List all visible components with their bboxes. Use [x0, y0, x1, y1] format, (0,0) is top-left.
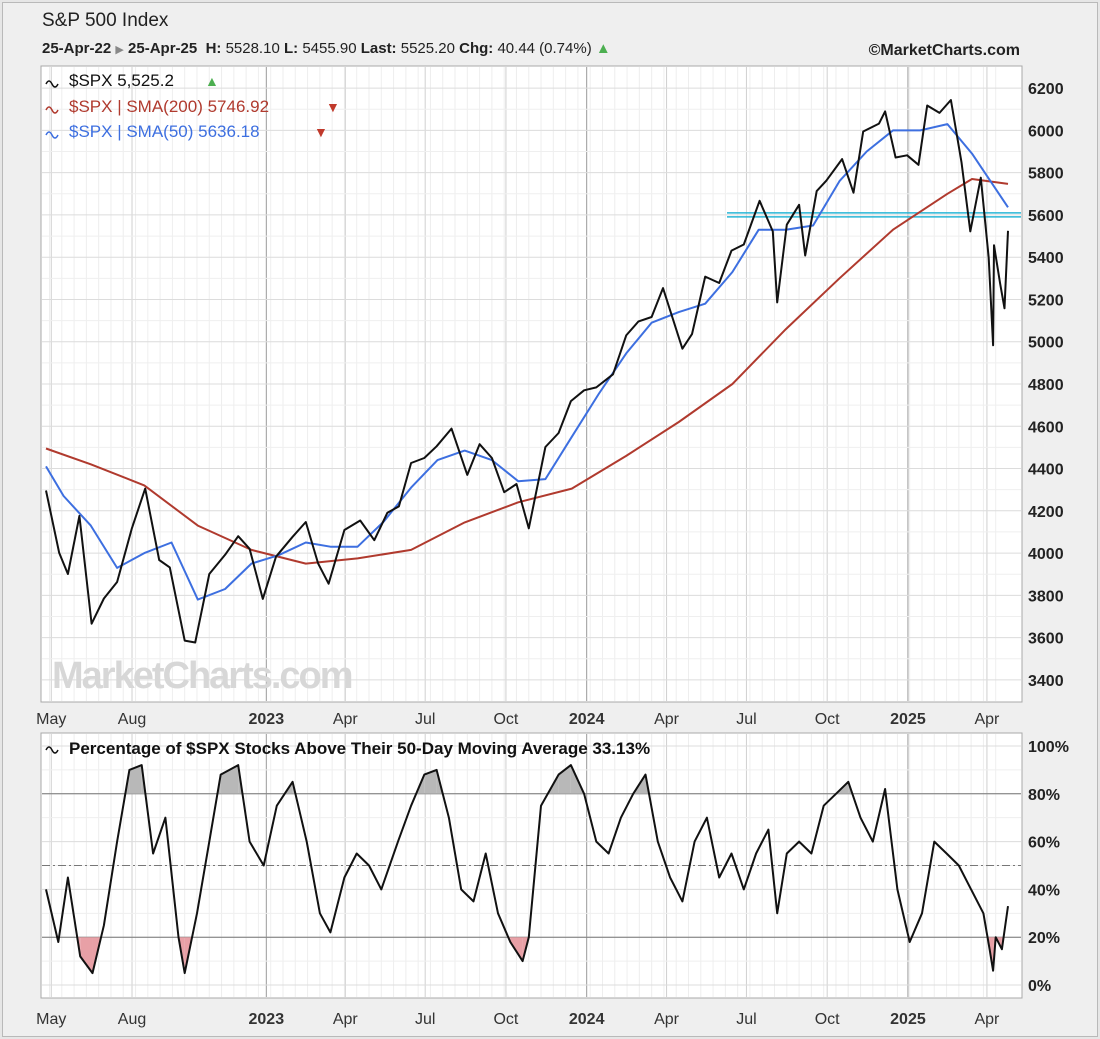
line-chart-icon	[45, 80, 59, 88]
x-tick-label: Oct	[815, 1011, 840, 1028]
x-tick-label: May	[36, 711, 66, 728]
chg-label: Chg:	[459, 40, 494, 57]
y-tick-label: 4600	[1028, 419, 1064, 436]
down-arrow-icon: ▼	[314, 124, 328, 140]
y-tick-label: 3400	[1028, 673, 1064, 690]
x-tick-label: 2023	[249, 1011, 285, 1028]
y-tick-label: 4000	[1028, 546, 1064, 563]
date-range-arrow-icon: ▶	[115, 44, 124, 56]
x-tick-label: Apr	[333, 1011, 359, 1028]
copyright: ©MarketCharts.com	[868, 42, 1020, 59]
overbought-fill	[424, 769, 437, 794]
sma200-line	[45, 178, 1009, 565]
legend-price-text: $SPX 5,525.2	[69, 71, 174, 90]
y-tick-label: 5200	[1028, 292, 1064, 309]
breadth-grid	[42, 734, 1021, 997]
x-tick-label: Jul	[415, 711, 435, 728]
x-tick-label: May	[36, 1011, 66, 1028]
price-series	[45, 99, 1009, 644]
x-tick-label: Oct	[815, 711, 840, 728]
start-date: 25-Apr-22	[42, 40, 112, 57]
legend-sma50: $SPX | SMA(50) 5636.18 ▼	[45, 122, 328, 141]
breadth-y-ticks: 0% 20% 40% 60% 80% 100%	[1028, 739, 1069, 995]
y-tick-label: 80%	[1028, 787, 1060, 804]
y-tick-label: 5800	[1028, 166, 1064, 183]
legend-breadth-text: Percentage of $SPX Stocks Above Their 50…	[69, 739, 650, 758]
y-tick-label: 5000	[1028, 335, 1064, 352]
x-tick-label: Oct	[493, 711, 518, 728]
x-tick-label: Aug	[118, 711, 146, 728]
y-tick-label: 3800	[1028, 588, 1064, 605]
legend-sma50-text: $SPX | SMA(50) 5636.18	[69, 122, 260, 141]
y-tick-label: 3600	[1028, 631, 1064, 648]
watermark: MarketCharts.com	[52, 655, 352, 697]
chg-value: 40.44 (0.74%)	[497, 40, 592, 57]
quote-info-line: 25-Apr-22 ▶ 25-Apr-25 H: 5528.10 L: 5455…	[42, 40, 611, 57]
x-tick-label: Aug	[118, 1011, 146, 1028]
x-tick-label: Apr	[974, 711, 1000, 728]
overbought-fill	[129, 765, 142, 794]
y-tick-label: 4200	[1028, 504, 1064, 521]
x-tick-label: Apr	[333, 711, 359, 728]
last-label: Last:	[360, 40, 397, 57]
price-y-ticks: 3400 3600 3800 4000 4200 4400 4600 4800 5000 5200…	[1028, 81, 1064, 690]
line-chart-icon	[45, 106, 59, 114]
chart-title: S&P 500 Index	[42, 10, 169, 31]
x-tick-label: Oct	[493, 1011, 518, 1028]
x-tick-label: Jul	[736, 1011, 756, 1028]
x-tick-label: 2025	[890, 711, 926, 728]
y-tick-label: 40%	[1028, 882, 1060, 899]
legend-price: $SPX 5,525.2 ▲	[45, 71, 219, 90]
legend-sma200: $SPX | SMA(200) 5746.92 ▼	[45, 97, 340, 116]
y-tick-label: 6000	[1028, 123, 1064, 140]
high-label: H:	[205, 40, 222, 57]
support-line	[727, 212, 1021, 218]
y-tick-label: 4800	[1028, 377, 1064, 394]
last-value: 5525.20	[400, 40, 455, 57]
x-tick-label: 2024	[569, 1011, 605, 1028]
line-chart-icon	[45, 131, 59, 139]
price-grid	[42, 67, 1021, 701]
x-tick-label: Apr	[974, 1011, 1000, 1028]
legend-breadth: Percentage of $SPX Stocks Above Their 50…	[45, 739, 650, 758]
line-chart-icon	[45, 746, 59, 754]
price-line	[45, 99, 1009, 644]
up-arrow-icon: ▲	[595, 40, 611, 57]
y-tick-label: 0%	[1028, 978, 1051, 995]
down-arrow-icon: ▼	[326, 99, 340, 115]
oversold-fill	[80, 937, 93, 974]
low-value: 5455.90	[302, 40, 357, 57]
end-date: 25-Apr-25	[128, 40, 198, 57]
x-tick-label: Apr	[654, 1011, 680, 1028]
high-value: 5528.10	[225, 40, 280, 57]
legend-sma200-text: $SPX | SMA(200) 5746.92	[69, 97, 269, 116]
y-tick-label: 20%	[1028, 930, 1060, 947]
x-tick-label: 2024	[569, 711, 605, 728]
breadth-x-ticks: May Aug 2023 Apr Jul Oct 2024 Apr Jul Oct 2025 Apr	[36, 1011, 1000, 1028]
y-tick-label: 4400	[1028, 462, 1064, 479]
x-tick-label: Apr	[654, 711, 680, 728]
breadth-line	[45, 764, 1009, 975]
y-tick-label: 60%	[1028, 835, 1060, 852]
x-tick-label: Jul	[415, 1011, 435, 1028]
up-arrow-icon: ▲	[205, 73, 219, 89]
y-tick-label: 6200	[1028, 81, 1064, 98]
y-tick-label: 5400	[1028, 250, 1064, 267]
y-tick-label: 5600	[1028, 208, 1064, 225]
price-x-ticks: May Aug 2023 Apr Jul Oct 2024 Apr Jul Oct 2025 Apr	[36, 711, 1000, 728]
x-tick-label: 2025	[890, 1011, 926, 1028]
breadth-series	[45, 764, 1009, 975]
sma50-line	[45, 123, 1009, 601]
y-tick-label: 100%	[1028, 739, 1069, 756]
x-tick-label: Jul	[736, 711, 756, 728]
x-tick-label: 2023	[249, 711, 285, 728]
low-label: L:	[283, 40, 299, 57]
